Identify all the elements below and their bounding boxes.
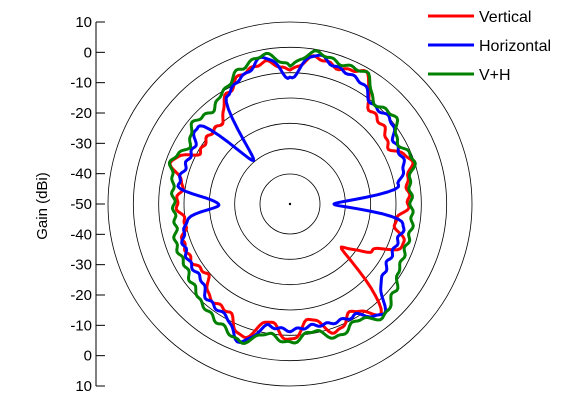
- axis-tick-label: 10: [75, 14, 92, 31]
- legend-label: Horizontal: [479, 38, 551, 55]
- grid-ring: [183, 97, 397, 311]
- axis-tick-label: 10: [75, 378, 92, 395]
- axis-tick-label: 0: [84, 348, 92, 365]
- center-point: [288, 202, 292, 206]
- radial-axis: 10 0 -10 -20 -30 -40 -50 -40 -30 -20 -10 0 10: [70, 14, 105, 395]
- grid-ring: [107, 21, 473, 387]
- series-layer: [167, 49, 417, 345]
- series-line-horizontal: [176, 53, 406, 344]
- axis-tick-label: -20: [70, 105, 92, 122]
- axis-tick-label: 0: [84, 44, 92, 61]
- series-line-vertical: [168, 54, 415, 341]
- axis-tick-label: -40: [70, 226, 92, 243]
- legend: Vertical Horizontal V+H: [428, 9, 551, 84]
- legend-label: Vertical: [479, 9, 531, 26]
- grid-ring: [132, 46, 448, 362]
- axis-tick-label: -10: [70, 317, 92, 334]
- axis-tick-label: -30: [70, 257, 92, 274]
- axis-tick-label: -20: [70, 287, 92, 304]
- axis-tick-label: -40: [70, 166, 92, 183]
- grid-ring: [234, 148, 346, 260]
- grid-ring: [208, 122, 372, 286]
- grid-ring: [158, 72, 422, 336]
- axis-tick-label: -10: [70, 75, 92, 92]
- series-line-v-h: [167, 49, 417, 345]
- legend-label: V+H: [479, 67, 511, 84]
- polar-grid: [107, 21, 473, 387]
- axis-tick-label: -50: [70, 196, 92, 213]
- axis-tick-label: -30: [70, 135, 92, 152]
- grid-ring-center: [259, 173, 321, 235]
- y-axis-title: Gain (dBi): [34, 172, 51, 240]
